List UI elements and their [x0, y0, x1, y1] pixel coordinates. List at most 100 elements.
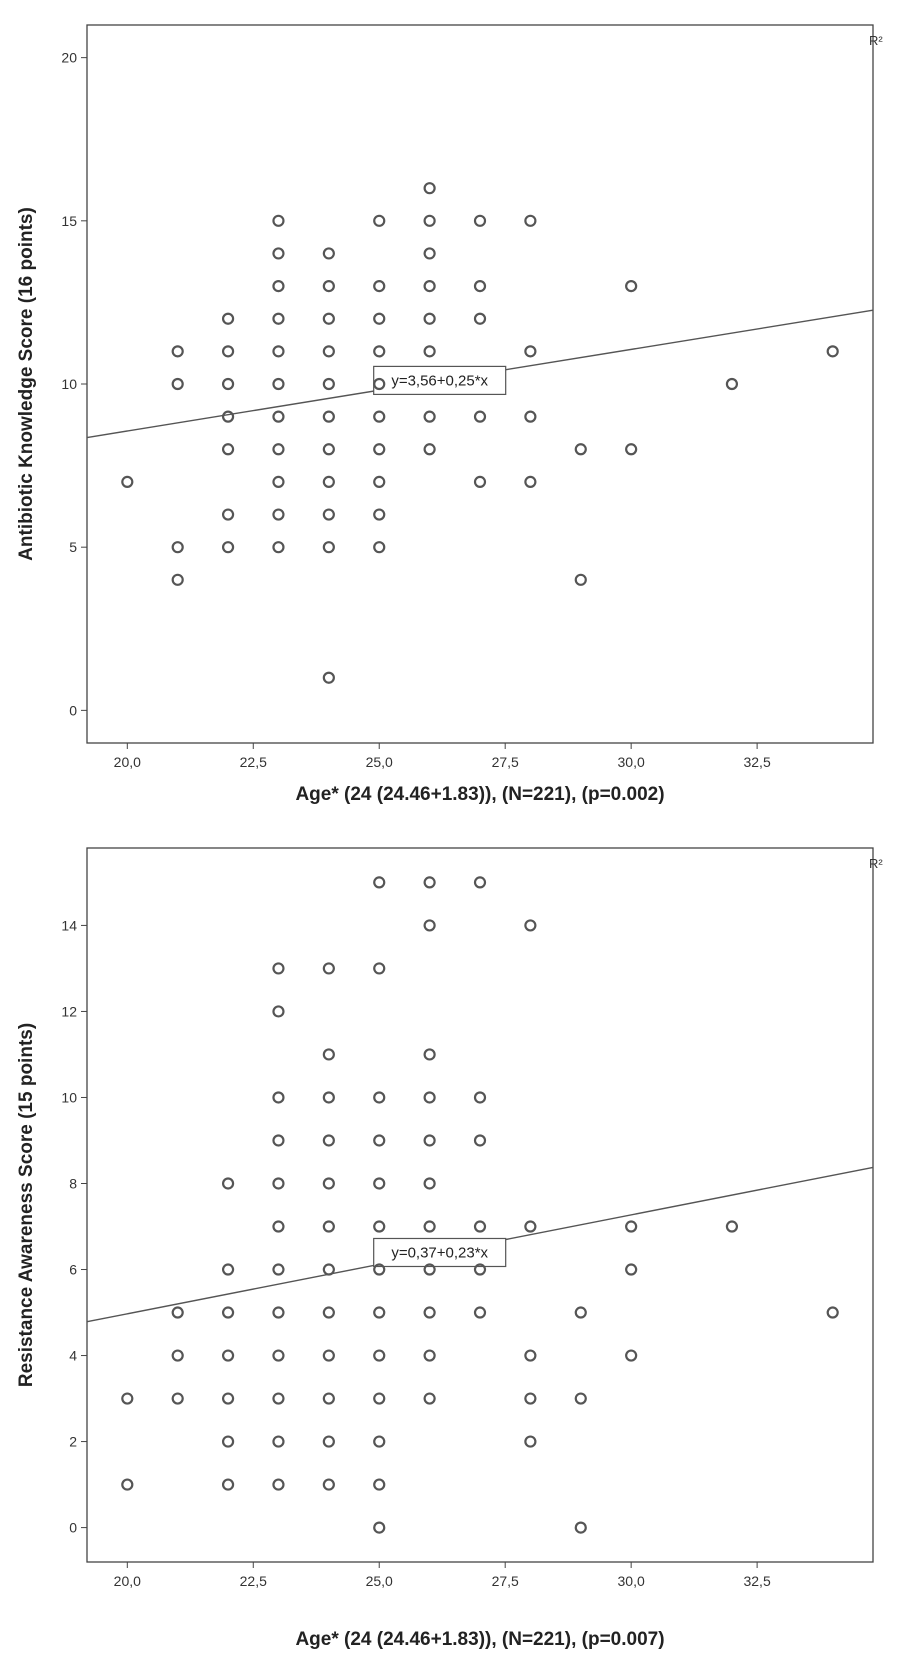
data-point [373, 1392, 386, 1405]
data-point [322, 247, 335, 260]
data-point [272, 410, 285, 423]
data-point [373, 345, 386, 358]
data-point [373, 1091, 386, 1104]
data-point [272, 1349, 285, 1362]
data-point [625, 279, 638, 293]
data-point [272, 1478, 285, 1491]
data-point [272, 962, 285, 975]
data-point [121, 1392, 134, 1405]
data-point [171, 345, 184, 358]
data-point [423, 1091, 436, 1104]
y-tick-label: 20 [61, 50, 77, 66]
data-point [373, 1478, 386, 1491]
y-tick-label: 12 [61, 1003, 77, 1019]
data-point [473, 876, 487, 889]
data-point [473, 312, 487, 325]
data-point [272, 508, 285, 521]
data-point [221, 1306, 235, 1319]
data-point [322, 1478, 335, 1491]
data-point [524, 1220, 537, 1233]
data-point [322, 279, 335, 293]
data-point [423, 312, 436, 325]
scatter-chart-resistance: 0 2 4 6 8 10 12 14 20,0 22,5 25,0 27,5 30,0 32,5 y=0… [16, 847, 883, 1650]
data-point [272, 247, 285, 260]
data-point [524, 214, 537, 227]
x-tick-label: 20,0 [114, 754, 141, 770]
data-point [473, 1220, 487, 1233]
data-point [423, 1263, 436, 1276]
fit-line-group: y=0,37+0,23*x [86, 1166, 874, 1323]
data-point [725, 1220, 739, 1233]
data-point [272, 1392, 285, 1405]
data-point [625, 1220, 638, 1233]
x-tick-label: 27,5 [492, 1573, 519, 1589]
data-point [373, 1521, 386, 1534]
data-point [373, 410, 386, 423]
data-point [373, 1349, 386, 1362]
x-tick-label: 25,0 [366, 1573, 393, 1589]
data-point [322, 345, 335, 358]
data-point [423, 1349, 436, 1362]
data-point [322, 1048, 335, 1061]
data-point [322, 541, 335, 554]
r2-label: R² [869, 33, 883, 48]
data-point [322, 1263, 335, 1276]
data-point [322, 1306, 335, 1319]
data-point [373, 508, 386, 521]
data-point [423, 279, 436, 293]
x-tick-label: 32,5 [743, 754, 770, 770]
data-point [373, 1263, 386, 1276]
x-tick-label: 22,5 [240, 1573, 267, 1589]
data-point [574, 1521, 587, 1534]
data-point [322, 1435, 335, 1448]
data-point [272, 1263, 285, 1276]
data-point [221, 541, 235, 554]
data-point [473, 410, 487, 423]
data-point [322, 1177, 335, 1190]
data-point [322, 508, 335, 521]
x-axis-title: Age* (24 (24.46+1.83)), (N=221), (p=0.00… [295, 1629, 664, 1650]
data-point [272, 1005, 285, 1018]
data-point [373, 876, 386, 889]
data-point [272, 541, 285, 554]
y-tick-label: 8 [69, 1175, 77, 1191]
y-tick-label: 10 [61, 1089, 77, 1105]
x-tick-label: 30,0 [618, 1573, 645, 1589]
data-point [272, 377, 285, 391]
data-point [574, 1392, 587, 1405]
data-point [221, 1392, 235, 1405]
data-point [171, 573, 184, 586]
data-point [171, 377, 184, 391]
data-point [423, 1134, 436, 1147]
data-point [473, 1134, 487, 1147]
data-point [524, 410, 537, 423]
data-point [423, 1048, 436, 1061]
data-point [574, 573, 587, 586]
data-point [121, 475, 134, 489]
data-point [423, 1392, 436, 1405]
x-tick-label: 27,5 [492, 754, 519, 770]
data-points [121, 182, 839, 684]
data-point [373, 541, 386, 554]
y-tick-label: 4 [69, 1348, 77, 1364]
data-point [423, 182, 436, 195]
fit-equation-label: y=3,56+0,25*x [391, 372, 488, 389]
y-tick-label: 5 [69, 539, 77, 555]
x-ticks: 20,0 22,5 25,0 27,5 30,0 32,5 [114, 743, 771, 770]
data-point [524, 1392, 537, 1405]
data-point [625, 1349, 638, 1362]
y-tick-label: 15 [61, 213, 77, 229]
data-point [322, 1091, 335, 1104]
data-point [423, 345, 436, 358]
data-point [373, 443, 386, 456]
data-point [473, 1306, 487, 1319]
data-point [423, 1177, 436, 1190]
data-point [625, 443, 638, 456]
data-point [322, 1220, 335, 1233]
x-axis-title: Age* (24 (24.46+1.83)), (N=221), (p=0.00… [295, 784, 664, 805]
data-point [322, 962, 335, 975]
data-point [272, 214, 285, 227]
data-point [272, 1134, 285, 1147]
data-point [625, 1263, 638, 1276]
data-point [473, 475, 487, 489]
